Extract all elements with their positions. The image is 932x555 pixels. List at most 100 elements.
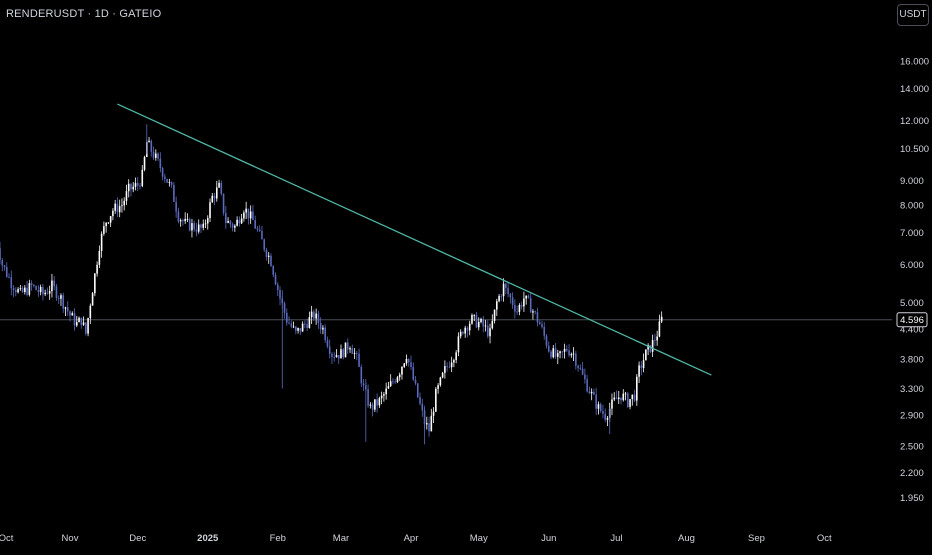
candle — [168, 178, 171, 187]
candle — [405, 354, 408, 366]
candle — [48, 285, 51, 300]
candle — [389, 374, 392, 387]
candle — [622, 389, 625, 402]
candle — [125, 184, 128, 205]
candle — [116, 197, 119, 218]
candle — [306, 318, 308, 332]
candle — [636, 374, 638, 406]
candle — [164, 173, 166, 183]
candle — [155, 149, 157, 161]
candle — [188, 217, 191, 232]
candle — [1, 258, 4, 272]
candle — [270, 253, 272, 267]
candle — [290, 320, 293, 329]
candle — [335, 349, 338, 358]
currency-button[interactable]: USDT — [897, 4, 929, 26]
candle — [611, 393, 613, 416]
candle — [304, 320, 306, 329]
candle — [279, 286, 281, 306]
candle — [136, 176, 139, 192]
candle — [17, 287, 19, 294]
candle — [276, 282, 279, 296]
candle — [301, 321, 304, 332]
candle — [313, 309, 315, 322]
candle — [604, 408, 607, 423]
x-axis-ticks: Oct Nov Dec 2025 Feb Mar Apr May Jun Jul Aug Sep Oct — [0, 533, 832, 544]
candle — [450, 356, 453, 373]
candle — [577, 364, 579, 372]
candle — [566, 345, 568, 353]
candle — [247, 208, 250, 225]
candle — [243, 210, 245, 222]
candle — [561, 350, 564, 359]
candle — [633, 389, 636, 403]
candle — [51, 273, 53, 298]
candle — [328, 339, 331, 359]
y-tick-label: 16.000 — [900, 57, 929, 68]
candle — [182, 218, 184, 226]
candle — [150, 139, 153, 157]
y-tick-label: 4.400 — [900, 324, 924, 335]
y-tick-label: 8.000 — [900, 200, 924, 211]
candle — [514, 299, 516, 319]
candle — [80, 317, 83, 329]
candle — [66, 301, 69, 316]
candle — [459, 329, 462, 339]
candle — [340, 344, 342, 359]
candle — [245, 201, 247, 220]
candle — [631, 394, 634, 406]
candle — [319, 317, 322, 334]
candle — [297, 327, 299, 334]
candle — [599, 402, 602, 413]
x-tick-label: 2025 — [197, 533, 219, 544]
candle — [568, 344, 570, 357]
y-tick-label: 2.200 — [900, 468, 924, 479]
candle — [57, 295, 60, 304]
candle — [64, 306, 67, 316]
candle — [85, 322, 87, 336]
candle — [541, 320, 543, 329]
candle — [407, 358, 410, 367]
candle — [170, 181, 173, 188]
candle — [272, 265, 275, 278]
candle — [590, 388, 593, 401]
candle — [351, 344, 354, 355]
candle — [649, 344, 652, 354]
candle — [387, 381, 390, 389]
candle — [453, 358, 455, 368]
candle — [71, 311, 74, 316]
candle — [206, 215, 209, 230]
candle — [378, 396, 381, 408]
candle — [30, 280, 33, 291]
candle — [484, 319, 487, 332]
candle — [288, 316, 290, 325]
candle — [414, 375, 417, 386]
candle — [299, 328, 302, 335]
candle — [96, 261, 98, 277]
candle — [658, 314, 661, 338]
candle — [412, 362, 415, 381]
x-tick-label: Oct — [817, 533, 832, 544]
y-tick-label: 12.000 — [900, 116, 929, 127]
candle — [371, 402, 374, 417]
candle — [161, 166, 164, 181]
candle — [545, 334, 548, 349]
candle — [12, 284, 15, 298]
candles — [0, 124, 663, 445]
candle — [602, 404, 604, 419]
candle — [534, 310, 536, 315]
candle — [91, 292, 94, 306]
x-tick-label: Jul — [610, 533, 622, 544]
candle — [285, 308, 288, 326]
candle — [584, 368, 586, 384]
candle — [588, 386, 591, 395]
candle — [310, 305, 313, 324]
candle — [617, 390, 620, 404]
candle — [486, 320, 489, 339]
candle — [606, 415, 609, 427]
candle — [55, 283, 58, 301]
descending-trendline[interactable] — [117, 103, 712, 376]
